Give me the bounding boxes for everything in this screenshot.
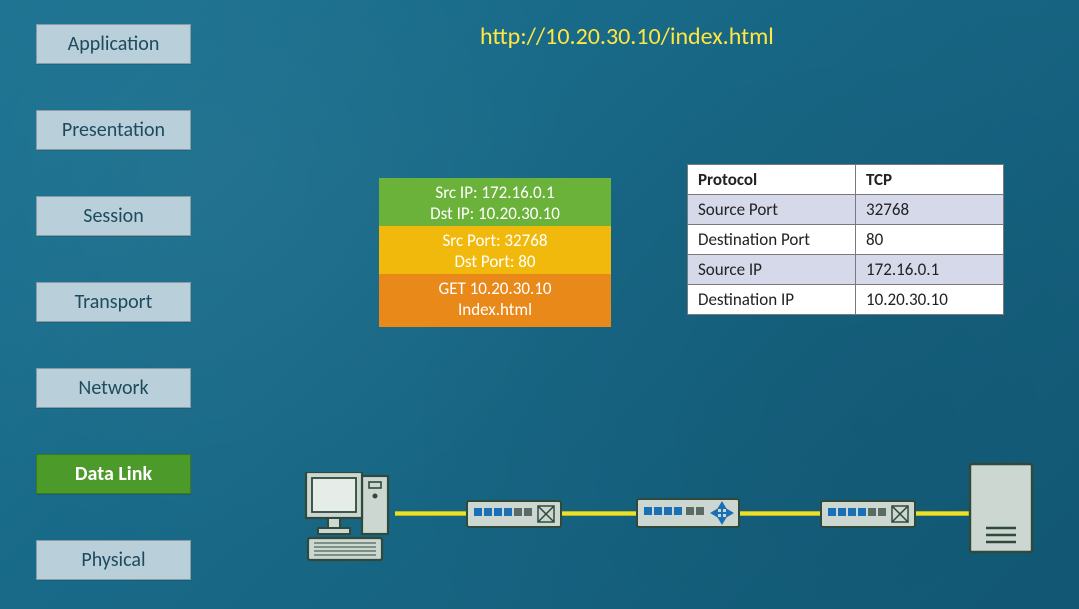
packet-segment-1: Src Port: 32768Dst Port: 80 [379, 226, 611, 279]
request-url: http://10.20.30.10/index.html [480, 22, 774, 51]
osi-layer-application: Application [36, 24, 191, 64]
table-header-key: Protocol [688, 165, 856, 195]
packet-segment-line: Dst Port: 80 [379, 251, 611, 272]
switch-icon [820, 500, 916, 528]
switch-icon [466, 500, 562, 528]
packet-segment-line: Src Port: 32768 [379, 230, 611, 251]
osi-layer-network: Network [36, 368, 191, 408]
table-row-value: 32768 [856, 195, 1004, 225]
table-row-label: Destination IP [688, 285, 856, 315]
table-row-value: 80 [856, 225, 1004, 255]
table-header-value: TCP [856, 165, 1004, 195]
packet-info-table: ProtocolTCPSource Port32768Destination P… [687, 164, 1004, 315]
packet-segment-0: Src IP: 172.16.0.1Dst IP: 10.20.30.10 [379, 178, 611, 231]
table-row-label: Source Port [688, 195, 856, 225]
packet-segment-line: Src IP: 172.16.0.1 [379, 182, 611, 203]
table-row-label: Destination Port [688, 225, 856, 255]
table-row-value: 172.16.0.1 [856, 255, 1004, 285]
pc-icon [300, 472, 400, 564]
table-row-value: 10.20.30.10 [856, 285, 1004, 315]
osi-layer-transport: Transport [36, 282, 191, 322]
osi-layer-data-link: Data Link [36, 454, 191, 494]
server-icon [968, 462, 1034, 554]
osi-layer-session: Session [36, 196, 191, 236]
osi-layer-presentation: Presentation [36, 110, 191, 150]
osi-layer-physical: Physical [36, 540, 191, 580]
packet-segment-line: Index.html [379, 299, 611, 320]
packet-segment-line: GET 10.20.30.10 [379, 278, 611, 299]
table-row-label: Source IP [688, 255, 856, 285]
router-icon [636, 498, 740, 528]
packet-segment-2: GET 10.20.30.10Index.html [379, 274, 611, 327]
packet-segment-line: Dst IP: 10.20.30.10 [379, 203, 611, 224]
